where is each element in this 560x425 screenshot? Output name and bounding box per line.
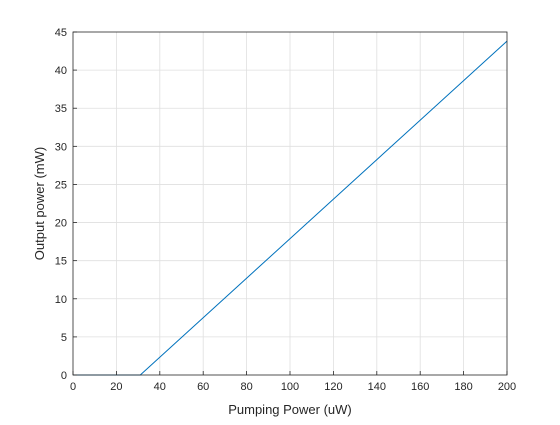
y-tick-label: 25 [55, 179, 67, 191]
x-axis-ticks: 0 20 40 60 80 100 120 140 160 180 200 [70, 371, 516, 393]
x-axis-label: Pumping Power (uW) [228, 402, 352, 417]
y-tick-label: 35 [55, 103, 67, 115]
y-tick-label: 40 [55, 65, 67, 77]
x-tick-label: 40 [154, 381, 166, 393]
x-tick-label: 180 [454, 381, 472, 393]
x-tick-label: 140 [368, 381, 386, 393]
y-tick-label: 30 [55, 141, 67, 153]
x-tick-label: 100 [281, 381, 299, 393]
x-tick-label: 80 [240, 381, 252, 393]
x-tick-label: 120 [324, 381, 342, 393]
y-tick-label: 45 [55, 27, 67, 39]
y-tick-label: 15 [55, 256, 67, 268]
x-tick-label: 60 [197, 381, 209, 393]
x-tick-label: 20 [110, 381, 122, 393]
y-axis-ticks: 0 5 10 15 20 25 30 35 40 45 [55, 27, 77, 382]
y-tick-label: 5 [61, 332, 67, 344]
y-axis-label: Output power (mW) [32, 147, 47, 260]
y-tick-label: 0 [61, 370, 67, 382]
y-tick-label: 20 [55, 218, 67, 230]
x-tick-label: 160 [411, 381, 429, 393]
grid-lines [73, 32, 507, 375]
y-tick-label: 10 [55, 294, 67, 306]
x-tick-label: 0 [70, 381, 76, 393]
x-tick-label: 200 [498, 381, 516, 393]
